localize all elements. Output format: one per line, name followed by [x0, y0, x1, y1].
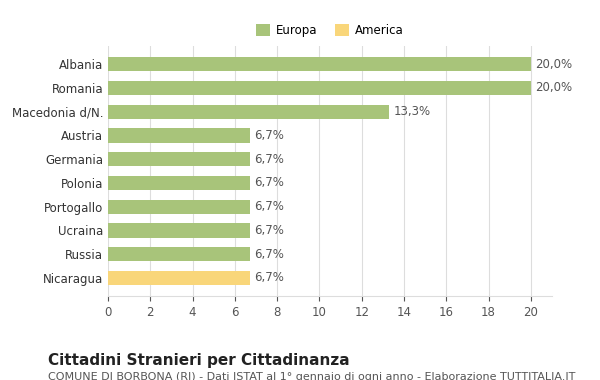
Text: 6,7%: 6,7%	[254, 271, 284, 284]
Bar	[108, 105, 389, 119]
Text: 6,7%: 6,7%	[254, 129, 284, 142]
Bar	[108, 271, 250, 285]
Text: 6,7%: 6,7%	[254, 224, 284, 237]
Text: COMUNE DI BORBONA (RI) - Dati ISTAT al 1° gennaio di ogni anno - Elaborazione TU: COMUNE DI BORBONA (RI) - Dati ISTAT al 1…	[48, 372, 575, 380]
Bar	[108, 128, 250, 142]
Bar	[108, 223, 250, 238]
Bar	[108, 152, 250, 166]
Text: 6,7%: 6,7%	[254, 248, 284, 261]
Bar	[108, 200, 250, 214]
Bar	[108, 81, 531, 95]
Text: Cittadini Stranieri per Cittadinanza: Cittadini Stranieri per Cittadinanza	[48, 353, 350, 368]
Legend: Europa, America: Europa, America	[251, 19, 409, 41]
Bar	[108, 57, 531, 71]
Text: 20,0%: 20,0%	[535, 81, 572, 94]
Text: 20,0%: 20,0%	[535, 58, 572, 71]
Text: 6,7%: 6,7%	[254, 176, 284, 189]
Text: 6,7%: 6,7%	[254, 153, 284, 166]
Bar	[108, 176, 250, 190]
Bar	[108, 247, 250, 261]
Text: 13,3%: 13,3%	[394, 105, 431, 118]
Text: 6,7%: 6,7%	[254, 200, 284, 213]
